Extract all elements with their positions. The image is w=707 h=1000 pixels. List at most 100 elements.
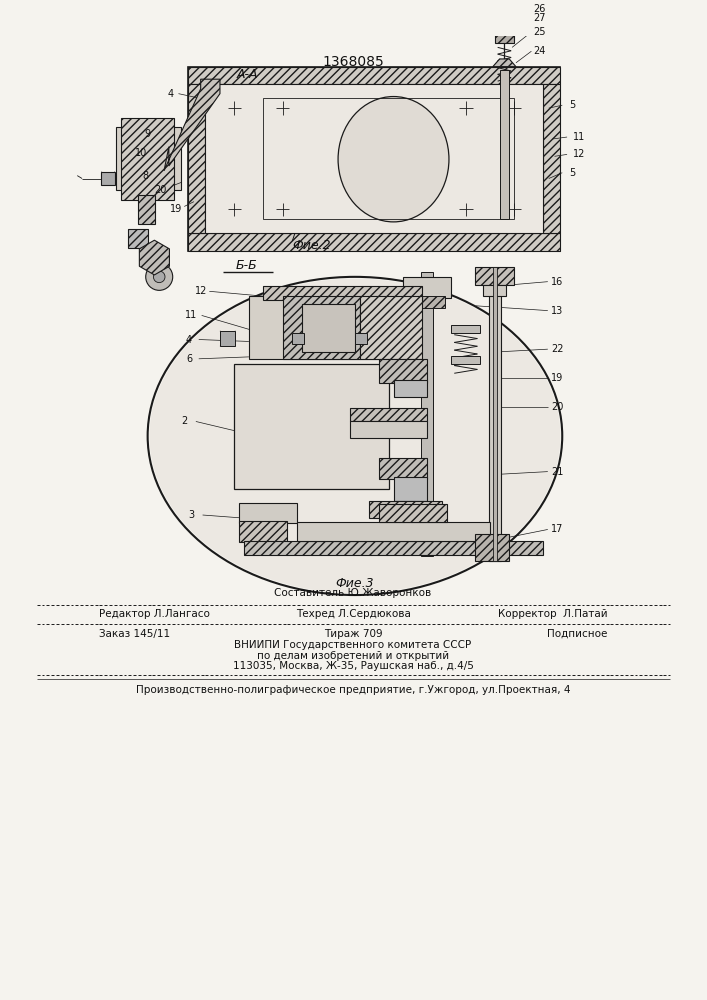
Text: 113035, Москва, Ж-35, Раушская наб., д.4/5: 113035, Москва, Ж-35, Раушская наб., д.4…	[233, 661, 474, 671]
Circle shape	[153, 271, 165, 283]
Ellipse shape	[150, 279, 561, 593]
Bar	[121, 118, 174, 200]
Bar	[350, 421, 427, 438]
Text: 3: 3	[188, 510, 194, 520]
Text: 12: 12	[194, 286, 207, 296]
Bar	[500, 70, 509, 219]
Text: 21: 21	[551, 467, 563, 477]
Text: 24: 24	[533, 46, 546, 56]
Text: по делам изобретений и открытий: по делам изобретений и открытий	[257, 651, 449, 661]
Bar	[188, 233, 561, 251]
Bar	[138, 195, 156, 224]
Bar	[101, 172, 115, 185]
Text: 7: 7	[289, 233, 296, 243]
Text: 22: 22	[551, 344, 563, 354]
Text: Техред Л.Сердюкова: Техред Л.Сердюкова	[296, 609, 411, 619]
Bar	[451, 325, 480, 333]
Text: 6: 6	[186, 354, 192, 364]
Text: А-А: А-А	[236, 68, 258, 81]
Text: Подписное: Подписное	[547, 629, 607, 639]
Text: 23: 23	[474, 0, 487, 2]
Bar	[263, 286, 423, 300]
Bar	[188, 67, 561, 84]
Text: 20: 20	[154, 185, 166, 195]
Text: 8: 8	[143, 171, 148, 181]
Text: 5: 5	[568, 100, 575, 110]
Circle shape	[146, 250, 162, 265]
Text: Составитель Ю.Жаворонков: Составитель Ю.Жаворонков	[274, 588, 432, 598]
Text: 9: 9	[144, 129, 151, 139]
Text: Заказ 145/11: Заказ 145/11	[100, 629, 170, 639]
Bar	[403, 277, 451, 298]
Text: 19: 19	[551, 373, 563, 383]
Bar	[292, 333, 304, 344]
Bar	[394, 477, 427, 501]
Bar	[394, 380, 427, 397]
Polygon shape	[139, 240, 170, 275]
Bar	[220, 331, 235, 346]
Bar	[244, 541, 543, 555]
Bar	[379, 504, 447, 522]
Bar	[350, 408, 427, 421]
Bar	[129, 229, 148, 248]
Bar	[476, 267, 514, 285]
Polygon shape	[493, 59, 516, 67]
Ellipse shape	[338, 97, 449, 222]
Text: Производственно-полиграфическое предприятие, г.Ужгород, ул.Проектная, 4: Производственно-полиграфическое предприя…	[136, 685, 571, 695]
Text: Тираж 709: Тираж 709	[324, 629, 382, 639]
Circle shape	[386, 152, 402, 167]
Bar	[379, 359, 427, 383]
Text: 25: 25	[533, 27, 546, 37]
Text: 5: 5	[568, 168, 575, 178]
Bar	[495, 17, 514, 43]
Bar	[379, 458, 427, 479]
Text: 26: 26	[533, 4, 546, 14]
Circle shape	[146, 263, 173, 290]
Text: 17: 17	[551, 524, 563, 534]
Bar	[498, 3, 511, 17]
Bar	[188, 67, 561, 251]
Bar	[493, 267, 497, 561]
Bar	[283, 296, 360, 359]
Text: 16: 16	[551, 277, 563, 287]
Bar	[489, 272, 501, 561]
Ellipse shape	[148, 277, 562, 595]
Text: 4: 4	[186, 335, 192, 345]
Bar	[249, 296, 423, 359]
Bar	[370, 501, 442, 518]
Bar	[421, 272, 433, 556]
Bar	[476, 534, 509, 561]
Polygon shape	[164, 79, 220, 171]
Text: 12: 12	[573, 149, 585, 159]
Text: 11: 11	[185, 310, 197, 320]
Text: Фие.2: Фие.2	[292, 239, 331, 252]
Bar	[239, 503, 297, 523]
Text: 2: 2	[181, 416, 187, 426]
Text: 1368085: 1368085	[322, 55, 384, 69]
Text: 11: 11	[573, 132, 585, 142]
Bar	[543, 84, 561, 233]
Text: 4: 4	[168, 89, 174, 99]
Text: 13: 13	[551, 306, 563, 316]
Text: 10: 10	[135, 148, 147, 158]
Bar	[355, 333, 366, 344]
Text: 19: 19	[170, 204, 182, 214]
Bar	[188, 84, 206, 233]
Text: 27: 27	[533, 13, 546, 23]
Text: Б-Б: Б-Б	[236, 259, 258, 272]
Bar	[451, 356, 480, 364]
Bar	[360, 296, 423, 359]
Bar	[239, 521, 288, 542]
Bar	[297, 522, 490, 541]
Text: Фие.3: Фие.3	[336, 577, 374, 590]
Bar	[410, 296, 445, 308]
Bar	[116, 127, 182, 190]
Bar	[483, 285, 506, 296]
Text: Корректор  Л.Патай: Корректор Л.Патай	[498, 609, 607, 619]
Text: 20: 20	[551, 402, 563, 412]
Bar	[206, 84, 543, 233]
Bar	[235, 364, 389, 489]
Bar	[263, 98, 514, 219]
Text: ВНИИПИ Государственного комитета СССР: ВНИИПИ Государственного комитета СССР	[235, 640, 472, 650]
Bar	[302, 304, 355, 352]
